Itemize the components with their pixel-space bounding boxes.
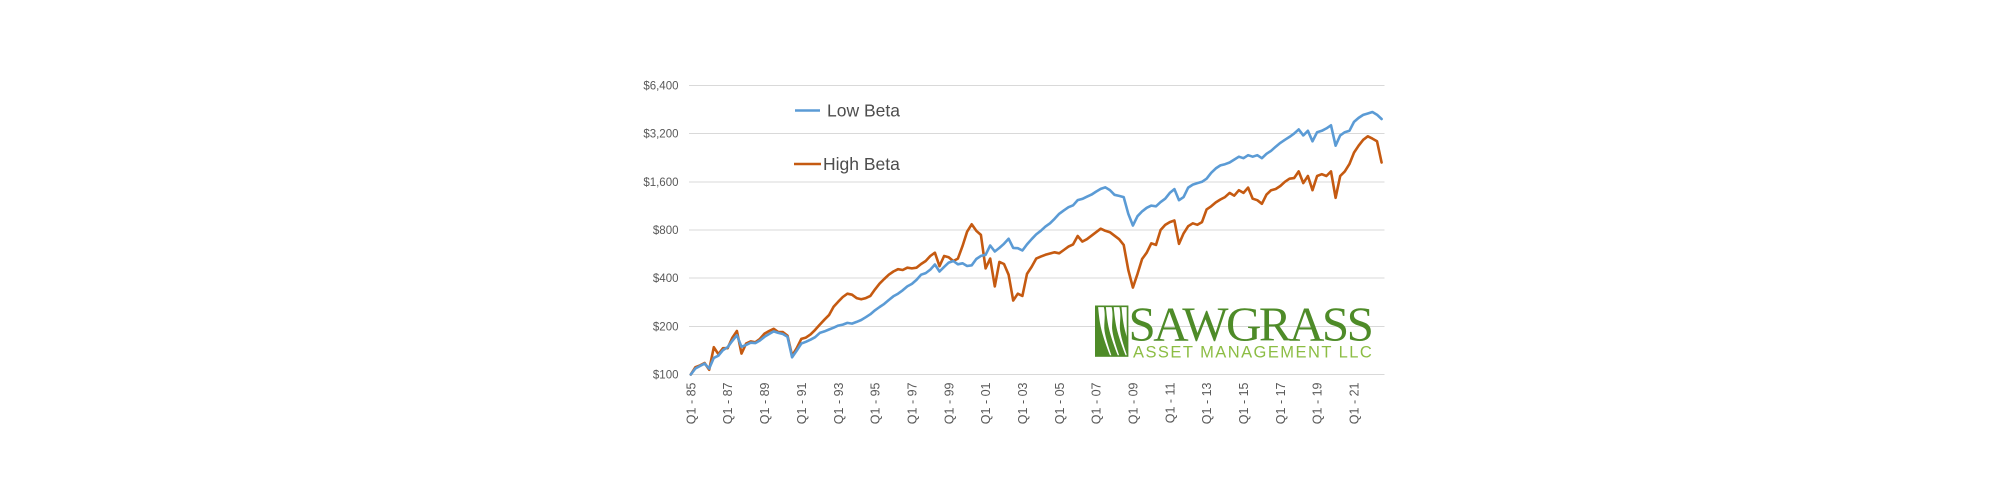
svg-text:Q1 - 01: Q1 - 01 bbox=[979, 382, 993, 424]
svg-text:Q1 - 99: Q1 - 99 bbox=[942, 382, 956, 424]
svg-text:Q1 - 85: Q1 - 85 bbox=[684, 382, 698, 424]
svg-text:$3,200: $3,200 bbox=[643, 129, 678, 141]
svg-text:High Beta: High Beta bbox=[823, 154, 900, 174]
svg-text:Q1 - 91: Q1 - 91 bbox=[795, 382, 809, 424]
svg-text:ASSET MANAGEMENT LLC: ASSET MANAGEMENT LLC bbox=[1133, 344, 1373, 362]
svg-text:$800: $800 bbox=[653, 225, 679, 237]
svg-text:Q1 - 97: Q1 - 97 bbox=[906, 382, 920, 424]
svg-text:$100: $100 bbox=[653, 370, 679, 382]
svg-text:$6,400: $6,400 bbox=[643, 80, 678, 92]
svg-text:Q1 - 11: Q1 - 11 bbox=[1163, 382, 1177, 423]
svg-text:Q1 - 21: Q1 - 21 bbox=[1348, 382, 1362, 424]
svg-text:Low Beta: Low Beta bbox=[827, 101, 900, 121]
svg-text:Q1 - 15: Q1 - 15 bbox=[1237, 382, 1251, 424]
svg-text:SAWGRASS: SAWGRASS bbox=[1129, 297, 1372, 352]
svg-text:Q1 - 13: Q1 - 13 bbox=[1200, 382, 1214, 424]
svg-text:Q1 - 05: Q1 - 05 bbox=[1053, 382, 1067, 424]
svg-text:Q1 - 19: Q1 - 19 bbox=[1311, 382, 1325, 424]
svg-text:Q1 - 95: Q1 - 95 bbox=[869, 382, 883, 424]
svg-text:Q1 - 17: Q1 - 17 bbox=[1274, 382, 1288, 424]
svg-text:Q1 - 89: Q1 - 89 bbox=[758, 382, 772, 424]
svg-text:Q1 - 07: Q1 - 07 bbox=[1090, 382, 1104, 424]
svg-text:Q1 - 03: Q1 - 03 bbox=[1016, 382, 1030, 424]
svg-text:Q1 - 87: Q1 - 87 bbox=[721, 382, 735, 424]
svg-text:$400: $400 bbox=[653, 273, 679, 285]
svg-text:Q1 - 09: Q1 - 09 bbox=[1127, 382, 1141, 424]
svg-text:$200: $200 bbox=[653, 321, 679, 333]
svg-text:Q1 - 93: Q1 - 93 bbox=[832, 382, 846, 424]
svg-text:$1,600: $1,600 bbox=[643, 177, 678, 189]
